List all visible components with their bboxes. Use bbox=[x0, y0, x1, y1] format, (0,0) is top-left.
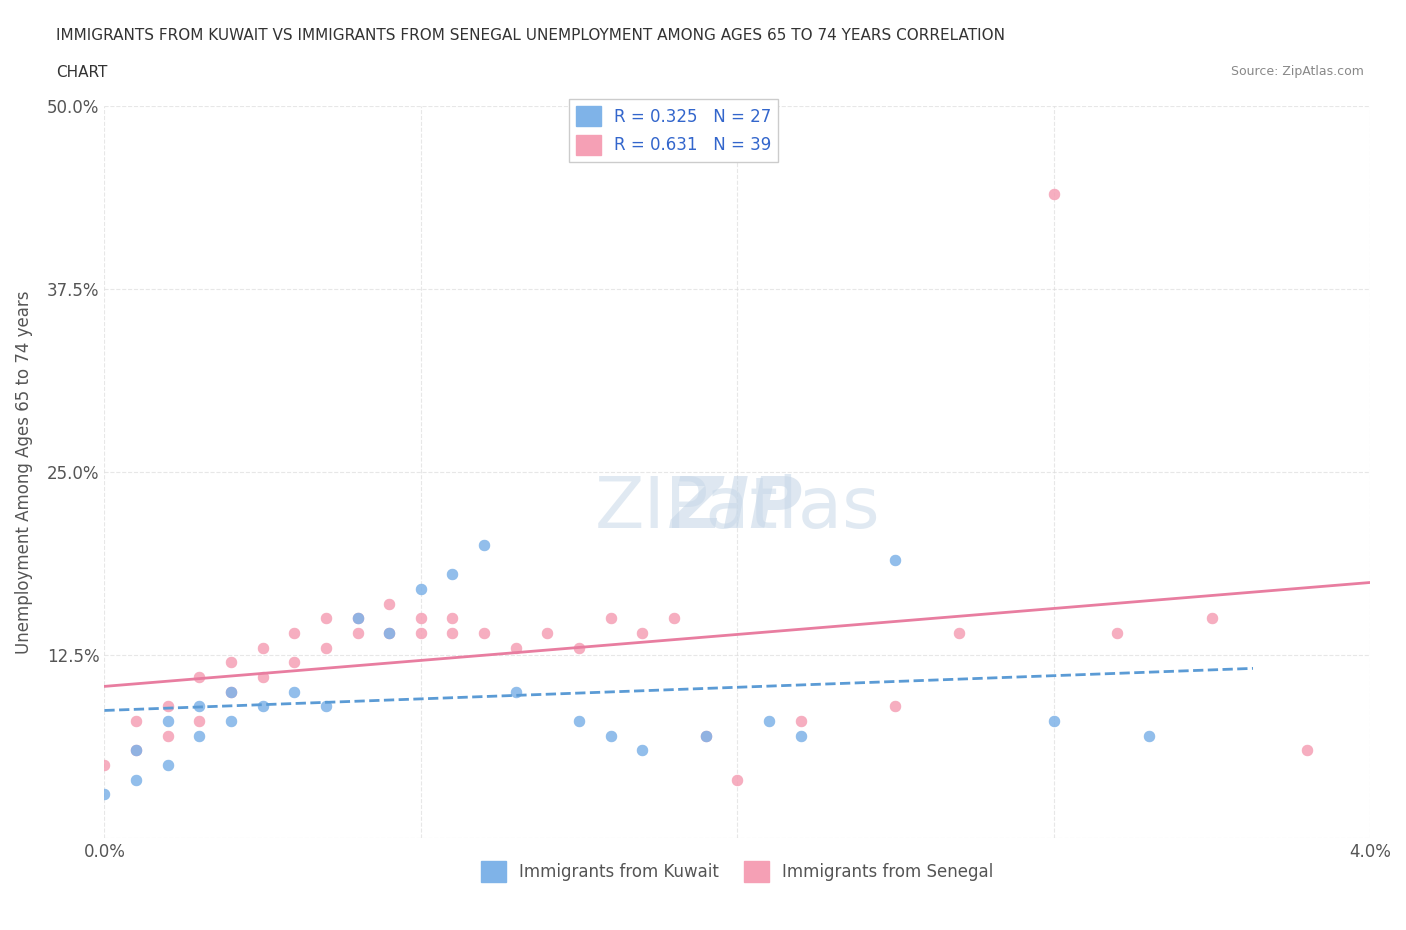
Point bbox=[93, 787, 115, 802]
Legend: Immigrants from Kuwait, Immigrants from Senegal: Immigrants from Kuwait, Immigrants from … bbox=[474, 855, 1000, 888]
Point bbox=[631, 626, 654, 641]
Point bbox=[472, 538, 495, 552]
Text: ZIP: ZIP bbox=[671, 474, 803, 543]
Text: ZIPatlas: ZIPatlas bbox=[595, 474, 880, 543]
Point bbox=[409, 581, 432, 596]
Point bbox=[948, 626, 970, 641]
Point bbox=[441, 611, 464, 626]
Point bbox=[662, 611, 685, 626]
Point bbox=[599, 611, 621, 626]
Text: Source: ZipAtlas.com: Source: ZipAtlas.com bbox=[1230, 65, 1364, 78]
Point bbox=[125, 743, 148, 758]
Point bbox=[599, 728, 621, 743]
Point bbox=[315, 698, 337, 713]
Point bbox=[219, 684, 242, 699]
Point bbox=[346, 611, 368, 626]
Point bbox=[884, 698, 907, 713]
Point bbox=[125, 772, 148, 787]
Point bbox=[378, 596, 401, 611]
Point bbox=[93, 757, 115, 772]
Point bbox=[1105, 626, 1128, 641]
Point bbox=[1137, 728, 1160, 743]
Point bbox=[315, 611, 337, 626]
Point bbox=[1042, 186, 1064, 201]
Point bbox=[346, 611, 368, 626]
Point bbox=[346, 626, 368, 641]
Point bbox=[156, 713, 179, 728]
Point bbox=[536, 626, 558, 641]
Point bbox=[789, 713, 811, 728]
Point bbox=[441, 567, 464, 582]
Point bbox=[1042, 713, 1064, 728]
Point bbox=[252, 640, 274, 655]
Point bbox=[156, 757, 179, 772]
Text: IMMIGRANTS FROM KUWAIT VS IMMIGRANTS FROM SENEGAL UNEMPLOYMENT AMONG AGES 65 TO : IMMIGRANTS FROM KUWAIT VS IMMIGRANTS FRO… bbox=[56, 28, 1005, 43]
Point bbox=[472, 626, 495, 641]
Y-axis label: Unemployment Among Ages 65 to 74 years: Unemployment Among Ages 65 to 74 years bbox=[15, 290, 32, 654]
Point bbox=[1295, 743, 1317, 758]
Point bbox=[725, 772, 748, 787]
Point bbox=[125, 713, 148, 728]
Point bbox=[1201, 611, 1223, 626]
Point bbox=[505, 640, 527, 655]
Point bbox=[631, 743, 654, 758]
Point bbox=[409, 611, 432, 626]
Point bbox=[758, 713, 780, 728]
Point bbox=[378, 626, 401, 641]
Point bbox=[219, 684, 242, 699]
Point bbox=[695, 728, 717, 743]
Point bbox=[125, 743, 148, 758]
Point bbox=[188, 670, 211, 684]
Point bbox=[188, 713, 211, 728]
Point bbox=[505, 684, 527, 699]
Point bbox=[884, 552, 907, 567]
Point bbox=[219, 713, 242, 728]
Point bbox=[283, 626, 305, 641]
Point bbox=[188, 698, 211, 713]
Point bbox=[568, 640, 591, 655]
Point bbox=[283, 684, 305, 699]
Point bbox=[188, 728, 211, 743]
Point bbox=[219, 655, 242, 670]
Point bbox=[252, 670, 274, 684]
Point bbox=[568, 713, 591, 728]
Point bbox=[156, 728, 179, 743]
Point bbox=[252, 698, 274, 713]
Point bbox=[156, 698, 179, 713]
Point bbox=[441, 626, 464, 641]
Point bbox=[409, 626, 432, 641]
Point bbox=[378, 626, 401, 641]
Point bbox=[789, 728, 811, 743]
Point bbox=[315, 640, 337, 655]
Text: CHART: CHART bbox=[56, 65, 108, 80]
Point bbox=[695, 728, 717, 743]
Point bbox=[283, 655, 305, 670]
